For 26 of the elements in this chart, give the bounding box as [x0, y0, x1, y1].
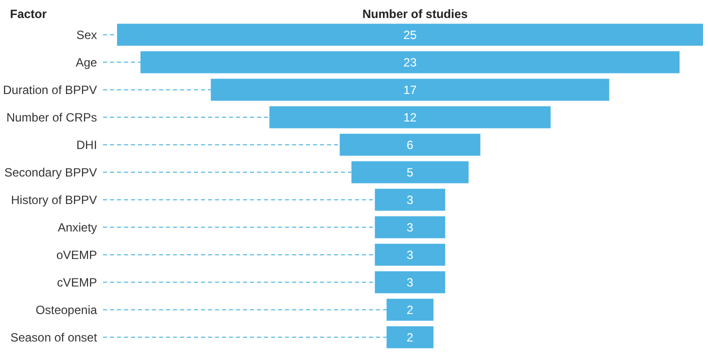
- category-label: Sex: [76, 28, 98, 42]
- category-label: Anxiety: [58, 220, 98, 234]
- data-label: 3: [406, 248, 414, 262]
- data-label: 2: [406, 330, 414, 344]
- category-label: Duration of BPPV: [2, 82, 98, 97]
- text: Factor: [10, 7, 48, 21]
- category-label: cVEMP: [57, 275, 98, 290]
- data-label: 23: [403, 55, 418, 70]
- data-label: 6: [406, 138, 414, 152]
- data-label: 3: [406, 192, 414, 207]
- category-label: Number of CRPs: [6, 110, 98, 124]
- category-label: DHI: [76, 138, 98, 152]
- data-label: 5: [406, 165, 414, 180]
- text: Number of studies: [362, 7, 468, 21]
- data-label: 2: [406, 302, 414, 317]
- category-label: Season of onset: [10, 330, 98, 344]
- category-label: Secondary BPPV: [4, 165, 98, 180]
- data-label: 25: [403, 28, 418, 42]
- data-label: 17: [403, 82, 418, 97]
- data-label: 3: [406, 275, 414, 290]
- category-label: Age: [76, 55, 98, 70]
- data-label: 3: [406, 220, 414, 234]
- data-label: 12: [403, 110, 418, 124]
- category-label: oVEMP: [56, 248, 98, 262]
- category-label: Osteopenia: [36, 302, 98, 317]
- category-label: History of BPPV: [11, 192, 98, 207]
